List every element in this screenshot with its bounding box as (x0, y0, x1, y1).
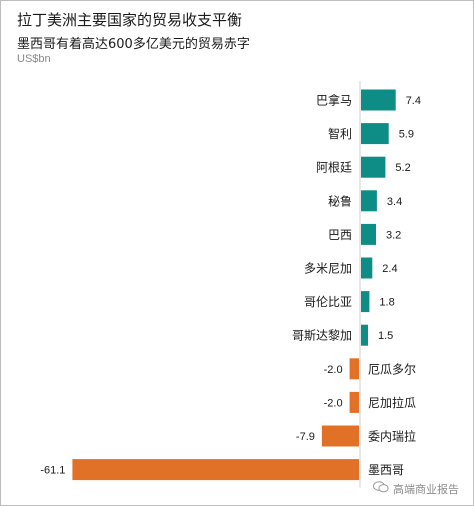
category-label: 厄瓜多尔 (368, 361, 416, 376)
bar (349, 391, 359, 413)
bar (361, 89, 396, 111)
category-label: 巴拿马 (316, 93, 352, 108)
bar (349, 358, 359, 380)
value-label: -2.0 (324, 397, 343, 409)
value-label: 7.4 (406, 95, 421, 107)
category-label: 尼加拉瓜 (368, 395, 416, 410)
category-label: 智利 (328, 126, 352, 141)
value-label: -2.0 (324, 364, 343, 376)
bar (361, 324, 368, 346)
watermark: 高端商业报告 (373, 481, 459, 497)
value-label: -7.9 (296, 431, 315, 443)
bar (361, 123, 389, 145)
bar (361, 190, 377, 212)
bar (321, 425, 359, 447)
chart-title: 拉丁美洲主要国家的贸易收支平衡 (17, 11, 243, 29)
value-label: 2.4 (382, 263, 397, 275)
value-label: 5.9 (399, 129, 414, 141)
wechat-icon (373, 481, 389, 496)
category-label: 巴西 (328, 228, 352, 242)
chart-marks: 巴拿马 7.4 智利 5.9 阿根廷 5.2 秘鲁 3.4 巴西 3.2 多米尼加 2.4 哥伦比亚 1.… (40, 81, 421, 488)
value-label: 3.2 (386, 229, 401, 241)
value-label: 5.2 (395, 162, 410, 174)
watermark-text: 高端商业报告 (393, 483, 459, 496)
category-label: 哥斯达黎加 (292, 329, 352, 343)
category-label: 阿根廷 (316, 161, 352, 175)
bar (361, 156, 386, 178)
value-label: -61.1 (40, 465, 65, 477)
category-label: 哥伦比亚 (304, 294, 352, 309)
bar (361, 257, 373, 279)
value-label: 3.4 (387, 196, 402, 208)
bar (361, 291, 370, 313)
chart-subtitle: 墨西哥有着高达600多亿美元的贸易赤字 (17, 37, 250, 52)
unit-label: US$bn (17, 53, 51, 65)
value-label: 1.5 (378, 330, 393, 342)
category-label: 墨西哥 (368, 463, 404, 477)
category-label: 多米尼加 (304, 262, 352, 276)
value-label: 1.8 (379, 297, 394, 309)
category-label: 秘鲁 (328, 194, 352, 208)
category-label: 委内瑞拉 (368, 429, 416, 444)
bar (361, 223, 376, 245)
bar (72, 459, 360, 481)
